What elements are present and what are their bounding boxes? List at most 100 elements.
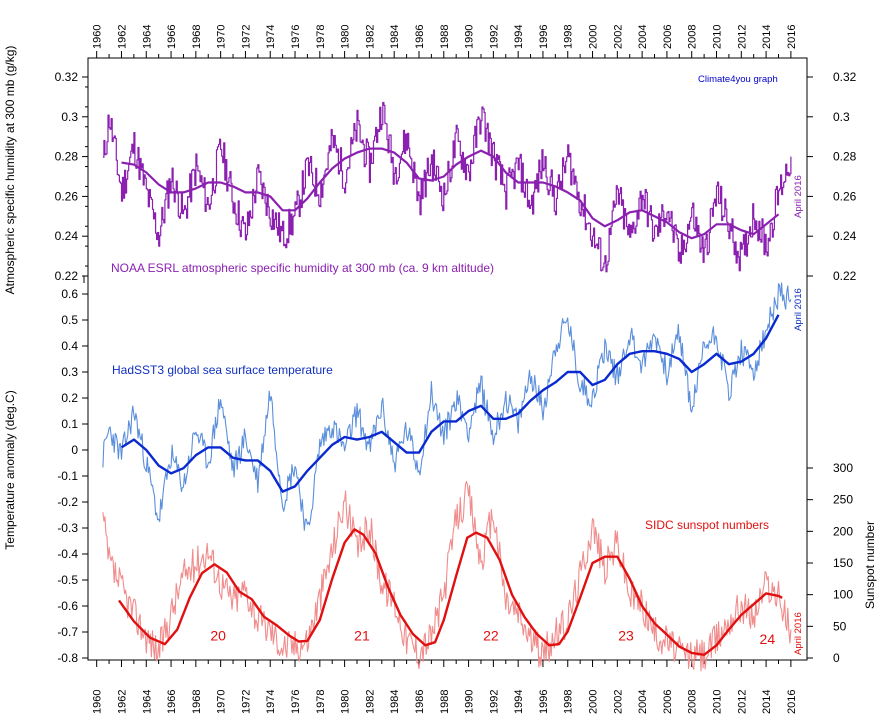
sunspot-tick-label: 200	[833, 524, 853, 538]
credit-label: Climate4you graph	[698, 74, 778, 85]
sst-tick-label: 0.3	[61, 365, 78, 379]
humidity-left-tick-label: 0.24	[55, 229, 79, 243]
series-group: 20 21 22 23 24	[102, 101, 792, 672]
top-year-label: 2000	[588, 25, 600, 49]
sst-tick-label: -0.1	[57, 469, 78, 483]
sunspot-smoothed-line	[118, 528, 783, 656]
humidity-right-tick-label: 0.28	[833, 150, 857, 164]
top-year-label: 1980	[340, 25, 352, 49]
bottom-year-label: 1976	[290, 690, 302, 714]
bottom-year-axis: 1960 1962 1964 1966 1968 1970 1972 1974 1976 1978…	[92, 660, 798, 714]
bottom-year-label: 2004	[637, 690, 649, 714]
sunspot-y-axis: 0 50 100 150 200 250 300	[807, 461, 853, 665]
top-year-label: 1992	[488, 25, 500, 49]
bottom-year-label: 2000	[588, 690, 600, 714]
top-year-label: 1986	[414, 25, 426, 49]
humidity-right-tick-label: 0.26	[833, 189, 857, 203]
bottom-year-label: 2008	[687, 690, 699, 714]
bottom-year-label: 2012	[736, 690, 748, 714]
top-year-label: 1994	[513, 25, 525, 49]
top-year-axis: 1960 1962 1964 1966 1968 1970 1972 1974 1976 1978…	[92, 25, 798, 58]
top-year-label: 2008	[687, 25, 699, 49]
sst-tick-label: 0.5	[61, 313, 78, 327]
top-year-label: 1984	[389, 25, 401, 49]
humidity-right-tick-label: 0.22	[833, 269, 857, 283]
top-year-label: 1962	[116, 25, 128, 49]
bottom-year-label: 1982	[364, 690, 376, 714]
bottom-year-label: 1968	[191, 690, 203, 714]
sunspot-cycle-label: 24	[760, 631, 776, 647]
sst-title: HadSST3 global sea surface temperature	[112, 363, 333, 377]
sst-tick-label: -0.8	[57, 651, 78, 665]
plot-frame	[87, 57, 808, 661]
top-year-label: 1974	[265, 25, 277, 49]
humidity-left-tick-label: 0.22	[55, 269, 79, 283]
bottom-year-label: 2002	[612, 690, 624, 714]
bottom-year-label: 1988	[439, 690, 451, 714]
sunspot-cycle-label: 20	[210, 627, 226, 643]
top-year-label: 1964	[141, 25, 153, 49]
sunspot-y-label: Sunspot number	[863, 521, 877, 609]
bottom-year-label: 1970	[216, 690, 228, 714]
humidity-y-axis: 0.22 0.22 0.24 0.24 0.26 0.26 0.28 0.28 0.3 0.3 0.…	[55, 58, 857, 283]
sst-monthly-line	[102, 282, 792, 531]
sunspot-tick-label: 100	[833, 588, 853, 602]
bottom-year-label: 1998	[563, 690, 575, 714]
sst-tick-label: 0.1	[61, 417, 78, 431]
sst-tick-label: -0.2	[57, 495, 78, 509]
sst-tick-label: 0	[71, 443, 78, 457]
top-year-label: 1968	[191, 25, 203, 49]
top-year-label: 1990	[464, 25, 476, 49]
bottom-year-label: 1962	[116, 690, 128, 714]
bottom-year-label: 1966	[166, 690, 178, 714]
bottom-year-label: 2014	[761, 690, 773, 714]
sunspot-tick-label: 300	[833, 461, 853, 475]
bottom-year-label: 1992	[488, 690, 500, 714]
sunspot-cycle-label: 22	[483, 627, 499, 643]
bottom-year-label: 2010	[712, 690, 724, 714]
top-year-label: 1988	[439, 25, 451, 49]
top-year-label: 2012	[736, 25, 748, 49]
top-year-label: 2016	[786, 25, 798, 49]
top-year-label: 1960	[92, 25, 104, 49]
top-year-label: 1982	[364, 25, 376, 49]
sst-tick-label: 0.6	[61, 287, 78, 301]
bottom-year-label: 1986	[414, 690, 426, 714]
humidity-monthly-line	[102, 101, 792, 273]
humidity-left-tick-label: 0.3	[61, 110, 78, 124]
sunspot-tick-label: 0	[833, 651, 840, 665]
sunspot-end-label: April 2016	[793, 612, 804, 655]
humidity-right-tick-label: 0.24	[833, 229, 857, 243]
humidity-left-tick-label: 0.32	[55, 70, 79, 84]
humidity-smoothed-line	[121, 147, 780, 240]
bottom-year-label: 1960	[92, 690, 104, 714]
bottom-year-label: 1964	[141, 690, 153, 714]
bottom-year-label: 1974	[265, 690, 277, 714]
sunspot-tick-label: 150	[833, 556, 853, 570]
top-year-label: 2004	[637, 25, 649, 49]
humidity-y-label: Atmospheric specific humidity at 300 mb …	[3, 46, 17, 295]
bottom-year-label: 2016	[786, 690, 798, 714]
sunspot-tick-label: 50	[833, 619, 847, 633]
sst-end-label: April 2016	[793, 288, 804, 331]
top-year-label: 1972	[240, 25, 252, 49]
top-year-label: 1970	[216, 25, 228, 49]
sunspot-monthly-line	[102, 480, 792, 672]
sst-tick-label: -0.3	[57, 521, 78, 535]
bottom-year-label: 1980	[340, 690, 352, 714]
sst-tick-label: -0.6	[57, 599, 78, 613]
sunspot-cycle-label: 23	[618, 627, 634, 643]
sunspot-title: SIDC sunspot numbers	[645, 518, 769, 532]
top-year-label: 2010	[712, 25, 724, 49]
sst-tick-label: -0.7	[57, 625, 78, 639]
sst-tick-label: -0.5	[57, 573, 78, 587]
top-year-label: 1976	[290, 25, 302, 49]
top-year-label: 1978	[315, 25, 327, 49]
top-year-label: 2006	[662, 25, 674, 49]
top-year-label: 1966	[166, 25, 178, 49]
bottom-year-label: 2006	[662, 690, 674, 714]
humidity-end-label: April 2016	[793, 175, 804, 218]
bottom-year-label: 1990	[464, 690, 476, 714]
bottom-year-label: 1978	[315, 690, 327, 714]
